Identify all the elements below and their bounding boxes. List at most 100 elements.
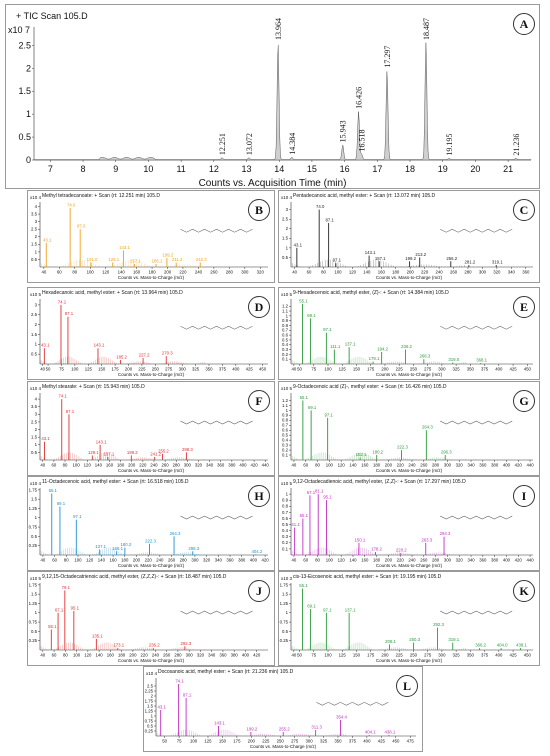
x-tick-label: 300: [184, 463, 192, 468]
y-tick-label: 1.5: [282, 592, 289, 597]
panel-letter-c: C: [513, 199, 535, 221]
structure-drawing: [440, 325, 513, 330]
peak-label: 185.1: [152, 258, 163, 263]
x-tick-label: 220: [145, 558, 153, 563]
peak-label: 211.2: [172, 257, 183, 262]
peak-label: 199.2: [246, 727, 257, 732]
x-axis-label: Counts vs. Mass-to-Charge (m/z): [375, 468, 443, 473]
y-tick-label: 0.8: [282, 323, 289, 328]
x-tick-label: 400: [363, 739, 371, 744]
chart-svg: 40 60 80 100 120 140 160 180 200 220 240 260 280 300 3…: [282, 488, 534, 563]
y-tick-label: 1: [35, 342, 38, 347]
y-tick-label: 1.5: [282, 236, 289, 241]
x-tick-label: 180: [373, 558, 381, 563]
x-tick-label: 100: [324, 653, 332, 658]
x-tick-label: 60: [52, 558, 57, 563]
peak-label: 178.2: [371, 546, 382, 551]
scale-label: x10 5: [30, 292, 42, 297]
x-tick-label: 375: [481, 367, 489, 372]
chart-title: + TIC Scan 105.D: [16, 11, 88, 21]
x-tick-label: 140: [95, 463, 103, 468]
x-tick-label: 240: [152, 653, 160, 658]
peak-label: 368.1: [476, 358, 487, 363]
x-tick-label: 320: [203, 558, 211, 563]
x-tick-label: 250: [277, 739, 285, 744]
y-tick-label: 1.5: [31, 332, 38, 337]
x-tick-label: 400: [503, 463, 511, 468]
y-tick-label: 1: [35, 442, 38, 447]
peak-label: 19.195: [445, 134, 454, 156]
y-tick-label: 0.5: [282, 337, 289, 342]
y-tick-label: 2: [151, 693, 154, 698]
chart-title: 9,12-Octadecadienoic acid, methyl ester,…: [293, 479, 466, 485]
chart-title: 9-Hexadecenoic acid, methyl ester, (Z)-:…: [293, 290, 449, 296]
x-tick-label: 240: [156, 558, 164, 563]
peak-label: 43.1: [294, 242, 303, 247]
x-tick-label: 125: [85, 367, 93, 372]
peak-label: 222.3: [145, 538, 156, 543]
y-tick-label: 1.1: [282, 403, 289, 408]
chart-svg: 40 60 80 100 120 140 160 180 200 220 240 260 280 300 3…: [282, 202, 533, 275]
y-tick-label: 4: [35, 204, 38, 209]
x-tick-label: 100: [334, 270, 342, 275]
y-tick-label: 0.75: [29, 619, 38, 624]
y-tick-label: 1.5: [31, 435, 38, 440]
structure-drawing: [180, 515, 253, 520]
x-tick-label: 240: [195, 270, 203, 275]
x-tick-label: 80: [72, 270, 77, 275]
x-axis-label: Counts vs. Mass-to-Charge (m/z): [117, 563, 185, 568]
panel-letter-g: G: [513, 390, 535, 412]
y-tick-label: 0.4: [282, 528, 289, 533]
panel-i: x10 5 9,12-Octadecadienoic acid, methyl …: [278, 476, 540, 571]
x-tick-label: 275: [424, 367, 432, 372]
x-tick-label: 21: [503, 164, 513, 174]
x-tick-label: 120: [338, 463, 346, 468]
x-tick-label: 60: [303, 463, 308, 468]
y-tick-label: 0.9: [282, 498, 289, 503]
y-tick-label: 3.5: [31, 404, 38, 409]
y-tick-label: 0.3: [282, 534, 289, 539]
y-tick-label: 0.25: [29, 543, 38, 548]
x-tick-label: 340: [467, 463, 475, 468]
x-tick-label: 450: [524, 367, 532, 372]
y-tick-label: 0.1: [282, 546, 289, 551]
x-tick-label: 420: [253, 653, 261, 658]
x-tick-label: 300: [438, 367, 446, 372]
structure-drawing: [440, 610, 513, 615]
peak-label: 21.236: [512, 134, 521, 156]
x-tick-label: 325: [453, 653, 461, 658]
y-tick-label: 2.5: [282, 217, 289, 222]
x-tick-label: 360: [226, 558, 234, 563]
y-tick-label: 0.8: [282, 504, 289, 509]
peak-label: 263.3: [421, 537, 432, 542]
y-tick-label: 2.5: [31, 419, 38, 424]
peak-label: 438.1: [385, 730, 396, 735]
x-tick-label: 175: [233, 739, 241, 744]
y-tick-label: 0.5: [31, 450, 38, 455]
x-tick-label: 40: [291, 653, 296, 658]
y-tick-label: 1.2: [282, 304, 289, 309]
y-tick-label: 1.1: [282, 308, 289, 313]
x-tick-label: 40: [292, 463, 297, 468]
peak-label: 137.1: [95, 544, 106, 549]
peak-label: 97.1: [323, 327, 332, 332]
x-tick-label: 100: [190, 739, 198, 744]
y-tick-label: 2.25: [145, 688, 154, 693]
peak-label: 143.1: [96, 439, 107, 444]
x-tick-label: 400: [495, 367, 503, 372]
peak-label: 220.2: [396, 548, 407, 553]
x-tick-label: 40: [292, 558, 297, 563]
peak-label: 180.2: [372, 450, 383, 455]
peak-label: 97.1: [323, 607, 332, 612]
peak-label: 281.2: [464, 260, 475, 265]
x-tick-label: 125: [339, 653, 347, 658]
x-tick-label: 160: [106, 463, 114, 468]
peak-label: 87.1: [65, 311, 74, 316]
scale-label: x10 7: [8, 25, 31, 35]
peak-label: 81.1: [315, 489, 324, 494]
x-tick-label: 80: [321, 270, 326, 275]
peak-label: 43.1: [41, 436, 50, 441]
peak-label: 87.1: [325, 218, 334, 223]
chart-svg: 40 50 75 100 125 150 175 200 225 250 275 300 325 350 3…: [31, 299, 268, 372]
x-tick-label: 380: [491, 463, 499, 468]
